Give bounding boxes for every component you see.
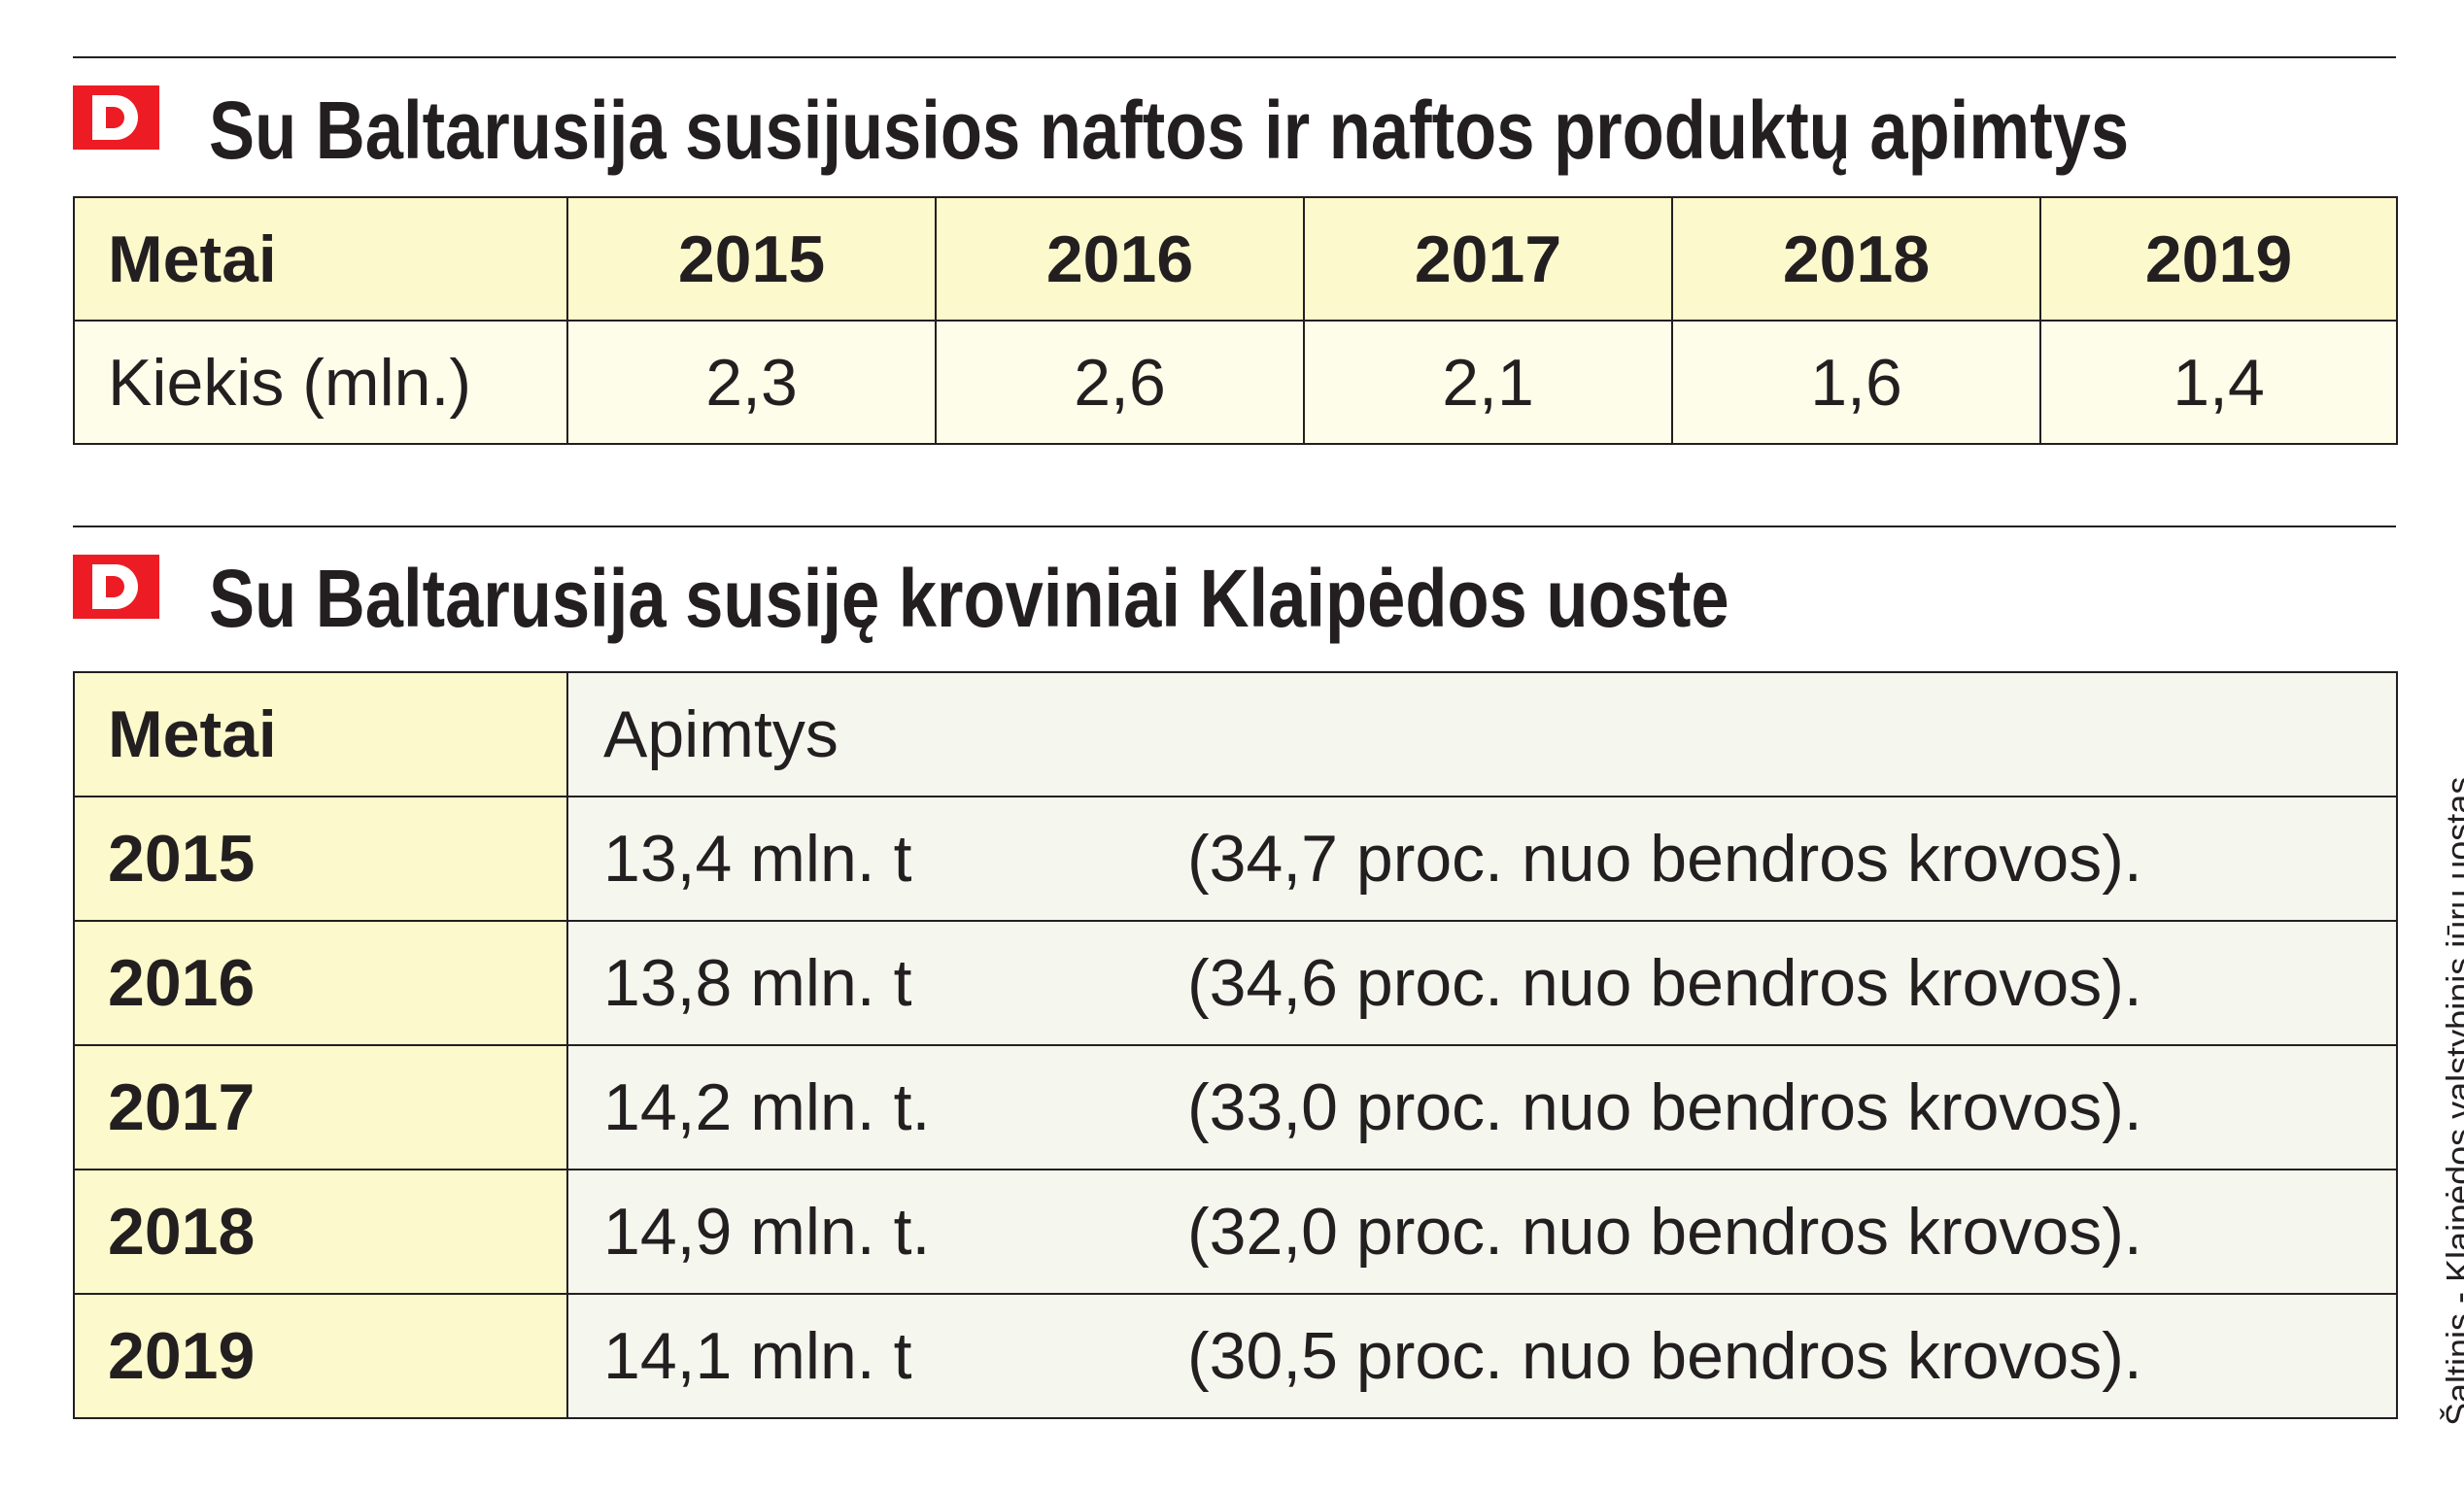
share-text: (34,6 proc. nuo bendros krovos). <box>1187 946 2142 1020</box>
share-text: (34,7 proc. nuo bendros krovos). <box>1187 822 2142 896</box>
header-year: 2015 <box>566 196 937 322</box>
value-cell: 2,3 <box>566 320 937 445</box>
amount-text: 14,9 mln. t. <box>603 1195 931 1269</box>
table-row: 2019 14,1 mln. t (30,5 proc. nuo bendros … <box>73 1293 2398 1419</box>
year-cell: 2019 <box>73 1293 568 1419</box>
volume-cell: 13,8 mln. t (34,6 proc. nuo bendros krovo… <box>566 920 2398 1046</box>
value-cell: 1,6 <box>1671 320 2041 445</box>
value-cell: 1,4 <box>2039 320 2398 445</box>
volume-cell: 14,9 mln. t. (32,0 proc. nuo bendros krov… <box>566 1169 2398 1295</box>
year-cell: 2016 <box>73 920 568 1046</box>
share-text: (32,0 proc. nuo bendros krovos). <box>1187 1195 2142 1269</box>
d-logo-icon <box>73 85 159 150</box>
amount-text: 14,2 mln. t. <box>603 1070 931 1144</box>
section1-title: Su Baltarusija susijusios naftos ir naft… <box>209 85 2130 176</box>
year-cell: 2017 <box>73 1044 568 1170</box>
volume-cell: 13,4 mln. t (34,7 proc. nuo bendros krovo… <box>566 796 2398 922</box>
table-row: Kiekis (mln.) 2,3 2,6 2,1 1,6 1,4 <box>73 320 2398 445</box>
table-header-row: Metai Apimtys <box>73 671 2398 797</box>
amount-text: 14,1 mln. t <box>603 1319 912 1393</box>
value-cell: 2,1 <box>1303 320 1673 445</box>
row-label-kiekis: Kiekis (mln.) <box>73 320 568 445</box>
share-text: (30,5 proc. nuo bendros krovos). <box>1187 1319 2142 1393</box>
oil-volume-table: Metai 2015 2016 2017 2018 2019 Kiekis (m… <box>73 196 2398 445</box>
d-logo-icon <box>73 555 159 619</box>
share-text: (33,0 proc. nuo bendros krovos). <box>1187 1070 2142 1144</box>
source-note: Šaltinis - Klaipėdos valstybinis jūrų uo… <box>2439 776 2464 1426</box>
table-row: 2017 14,2 mln. t. (33,0 proc. nuo bendros… <box>73 1044 2398 1170</box>
section2-title: Su Baltarusija susiję kroviniai Klaipėdo… <box>209 553 1729 644</box>
volume-cell: 14,2 mln. t. (33,0 proc. nuo bendros krov… <box>566 1044 2398 1170</box>
table-header-row: Metai 2015 2016 2017 2018 2019 <box>73 196 2398 322</box>
header-year: 2016 <box>935 196 1305 322</box>
header-apimtys: Apimtys <box>566 671 2398 797</box>
header-metai: Metai <box>73 196 568 322</box>
header-year: 2018 <box>1671 196 2041 322</box>
middle-rule <box>73 526 2396 527</box>
header-metai: Metai <box>73 671 568 797</box>
year-cell: 2018 <box>73 1169 568 1295</box>
year-cell: 2015 <box>73 796 568 922</box>
amount-text: 13,8 mln. t <box>603 946 912 1020</box>
table-row: 2016 13,8 mln. t (34,6 proc. nuo bendros … <box>73 920 2398 1046</box>
table-row: 2015 13,4 mln. t (34,7 proc. nuo bendros … <box>73 796 2398 922</box>
header-year: 2017 <box>1303 196 1673 322</box>
table-row: 2018 14,9 mln. t. (32,0 proc. nuo bendros… <box>73 1169 2398 1295</box>
header-year: 2019 <box>2039 196 2398 322</box>
value-cell: 2,6 <box>935 320 1305 445</box>
port-cargo-table: Metai Apimtys 2015 13,4 mln. t (34,7 proc… <box>73 671 2398 1419</box>
top-rule <box>73 56 2396 58</box>
amount-text: 13,4 mln. t <box>603 822 912 896</box>
volume-cell: 14,1 mln. t (30,5 proc. nuo bendros krovo… <box>566 1293 2398 1419</box>
